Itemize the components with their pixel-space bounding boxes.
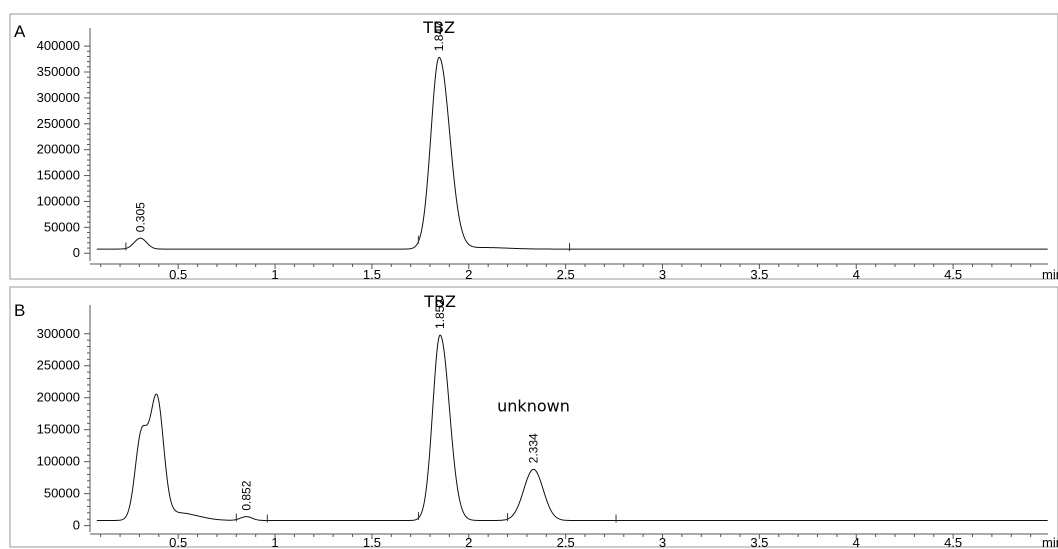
panel-b-x-tick-label: 0.5 bbox=[169, 535, 187, 549]
panel-b-peak-label: 2.334 bbox=[526, 433, 540, 463]
panel-a-x-tick-label: 0.5 bbox=[169, 267, 187, 282]
panel-a-y-tick-label: 0 bbox=[73, 245, 80, 260]
panel-b-x-tick-label: 3 bbox=[659, 535, 666, 549]
panel-a-y-tick-label: 350000 bbox=[37, 64, 80, 79]
panel-b-x-tick-label: 4 bbox=[853, 535, 860, 549]
panel-a-trace bbox=[96, 56, 1048, 250]
panel-b-letter: B bbox=[14, 301, 25, 320]
panel-a-x-tick-label: 1.5 bbox=[363, 267, 381, 282]
panel-a-y-tick-label: 100000 bbox=[37, 193, 80, 208]
panel-a-letter: A bbox=[14, 22, 26, 41]
panel-b-y-tick-label: 150000 bbox=[37, 422, 80, 437]
panel-a-x-unit-label: min bbox=[1042, 267, 1058, 282]
panel-a-y-tick-label: 200000 bbox=[37, 142, 80, 157]
chromatogram-panel-a: A 0 50000 100000 150000 200000 250000 300000 350… bbox=[9, 13, 1058, 282]
panel-a-x-tick-label: 4.5 bbox=[944, 267, 962, 282]
panel-b-y-tick-label: 300000 bbox=[37, 326, 80, 341]
panel-b-y-tick-label: 0 bbox=[73, 518, 80, 533]
panel-b-peak-label: 1.852 bbox=[433, 299, 447, 329]
panel-a-x-tick-label: 3 bbox=[659, 267, 666, 282]
panel-a-peak-label: 0.305 bbox=[133, 202, 147, 232]
panel-b-y-tick-label: 200000 bbox=[37, 390, 80, 405]
panel-a-y-tick-label: 250000 bbox=[37, 116, 80, 131]
panel-a-y-tick-label: 150000 bbox=[37, 168, 80, 183]
panel-a-peak-label: 1.847 bbox=[432, 21, 446, 51]
panel-b-x-tick-label: 2.5 bbox=[557, 535, 575, 549]
panel-b-x-tick-label: 1.5 bbox=[363, 535, 381, 549]
panel-a-x-tick-label: 2.5 bbox=[557, 267, 575, 282]
panel-a-y-tick-label: 300000 bbox=[37, 90, 80, 105]
panel-a-x-tick-label: 1 bbox=[271, 267, 278, 282]
panel-a-frame bbox=[9, 13, 1058, 280]
panel-a-y-tick-label: 400000 bbox=[37, 38, 80, 53]
panel-a-annotation: TBZ bbox=[422, 18, 455, 37]
panel-a-x-tick-label: 2 bbox=[465, 267, 472, 282]
panel-b-x-unit-label: min bbox=[1042, 535, 1058, 549]
panel-b-y-tick-label: 50000 bbox=[44, 486, 80, 501]
panel-b-annotation: unknown bbox=[497, 396, 570, 415]
panel-b-frame bbox=[9, 286, 1058, 548]
panel-a-x-tick-label: 4 bbox=[853, 267, 860, 282]
panel-b-annotation: TBZ bbox=[423, 292, 456, 311]
panel-b-x-tick-label: 2 bbox=[465, 535, 472, 549]
panel-a-x-tick-label: 3.5 bbox=[750, 267, 768, 282]
panel-b-trace bbox=[96, 334, 1048, 521]
panel-b-x-tick-label: 1 bbox=[271, 535, 278, 549]
panel-a-y-tick-label: 50000 bbox=[44, 219, 80, 234]
panel-b-y-tick-label: 100000 bbox=[37, 454, 80, 469]
panel-b-x-tick-label: 4.5 bbox=[944, 535, 962, 549]
panel-b-x-tick-label: 3.5 bbox=[750, 535, 768, 549]
chromatogram-panel-b: B 0 50000 100000 150000 200000 250000 300000 0.5… bbox=[9, 286, 1058, 549]
panel-b-y-tick-label: 250000 bbox=[37, 358, 80, 373]
panel-b-peak-label: 0.852 bbox=[239, 480, 253, 510]
